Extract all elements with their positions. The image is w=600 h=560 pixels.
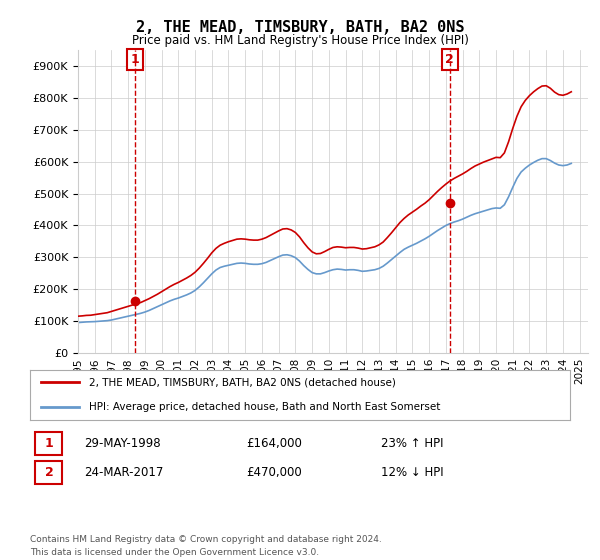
Text: This data is licensed under the Open Government Licence v3.0.: This data is licensed under the Open Gov… [30,548,319,557]
Text: Contains HM Land Registry data © Crown copyright and database right 2024.: Contains HM Land Registry data © Crown c… [30,535,382,544]
FancyBboxPatch shape [35,432,62,455]
Text: Price paid vs. HM Land Registry's House Price Index (HPI): Price paid vs. HM Land Registry's House … [131,34,469,46]
Text: £164,000: £164,000 [246,437,302,450]
Text: 2, THE MEAD, TIMSBURY, BATH, BA2 0NS: 2, THE MEAD, TIMSBURY, BATH, BA2 0NS [136,20,464,35]
Text: 1: 1 [131,53,139,66]
FancyBboxPatch shape [35,461,62,484]
Text: HPI: Average price, detached house, Bath and North East Somerset: HPI: Average price, detached house, Bath… [89,403,441,412]
Text: £470,000: £470,000 [246,466,302,479]
Text: 24-MAR-2017: 24-MAR-2017 [84,466,163,479]
Text: 29-MAY-1998: 29-MAY-1998 [84,437,161,450]
Text: 2, THE MEAD, TIMSBURY, BATH, BA2 0NS (detached house): 2, THE MEAD, TIMSBURY, BATH, BA2 0NS (de… [89,377,396,387]
Text: 2: 2 [44,466,53,479]
Text: 2: 2 [445,53,454,66]
Text: 12% ↓ HPI: 12% ↓ HPI [381,466,443,479]
Text: 23% ↑ HPI: 23% ↑ HPI [381,437,443,450]
Text: 1: 1 [44,437,53,450]
